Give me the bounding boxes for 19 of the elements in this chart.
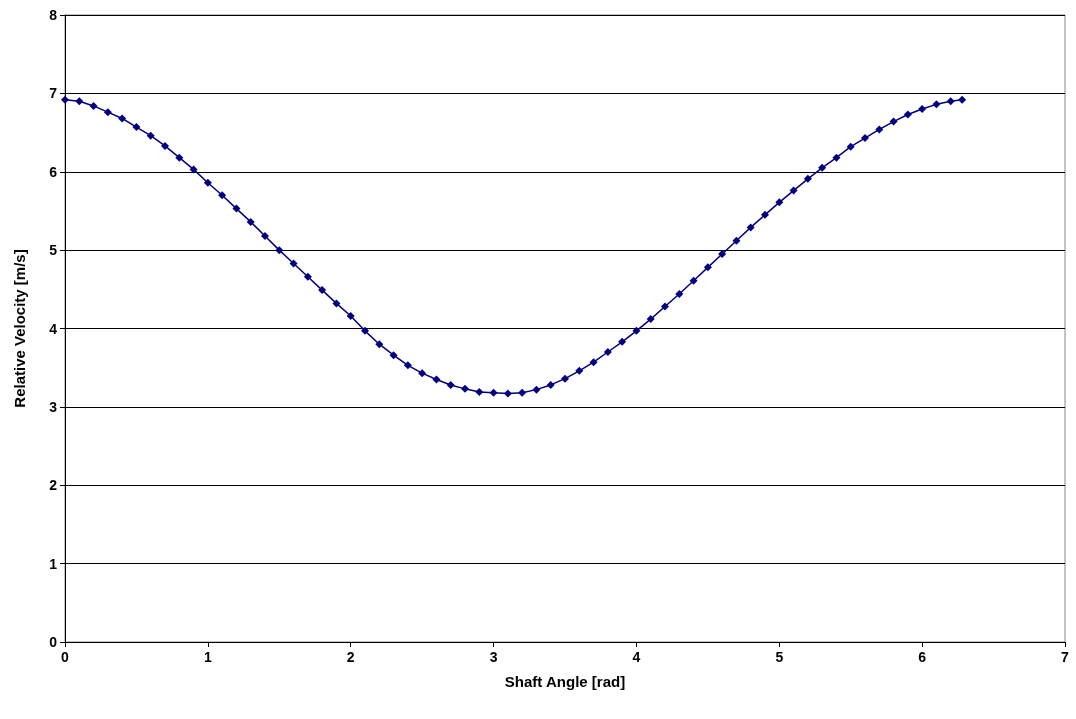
x-tick-label: 2 xyxy=(346,649,355,665)
y-tick-label: 3 xyxy=(49,398,58,415)
y-tick-label: 8 xyxy=(49,7,58,23)
x-tick-label: 1 xyxy=(203,649,212,665)
x-tick-label: 7 xyxy=(1061,649,1070,665)
x-axis-title: Shaft Angle [rad] xyxy=(504,673,626,690)
x-tick-label: 0 xyxy=(61,649,70,665)
y-axis-title: Relative Velocity [m/s] xyxy=(11,249,28,408)
y-tick-label: 7 xyxy=(49,85,58,102)
y-tick-label: 6 xyxy=(49,163,58,180)
x-tick-label: 5 xyxy=(775,649,784,665)
x-tick-label: 4 xyxy=(632,649,641,665)
x-tick-label: 3 xyxy=(489,649,498,665)
y-tick-label: 0 xyxy=(49,634,58,650)
y-tick-label: 4 xyxy=(49,320,58,337)
y-tick-label: 5 xyxy=(49,242,58,259)
y-tick-label: 2 xyxy=(49,477,58,494)
x-tick-label: 6 xyxy=(918,649,927,665)
y-tick-label: 1 xyxy=(49,555,58,572)
